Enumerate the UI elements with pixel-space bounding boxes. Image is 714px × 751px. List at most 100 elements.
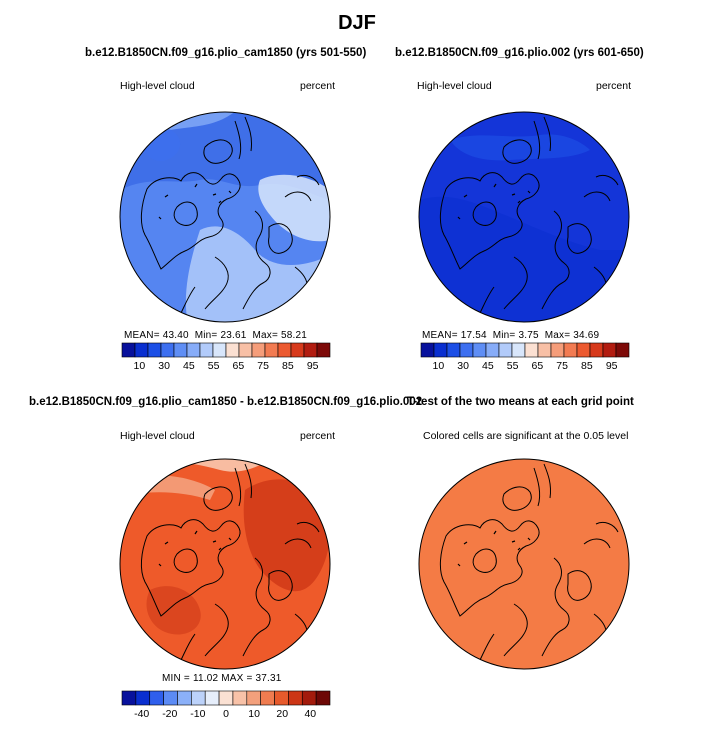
panel2-stats: MEAN= 17.54 Min= 3.75 Max= 34.69 — [422, 330, 599, 341]
colorbar-swatch — [238, 342, 253, 358]
colorbar-swatch — [288, 690, 303, 706]
max-value: 34.69 — [573, 330, 600, 341]
min-value: 3.75 — [518, 330, 539, 341]
mean-label: MEAN= — [422, 330, 458, 341]
colorbar-swatch — [315, 690, 331, 706]
colorbar-tick-label: 55 — [507, 360, 519, 372]
colorbar-swatch — [186, 342, 201, 358]
panel1-title: b.e12.B1850CN.f09_g16.plio_cam1850 (yrs … — [85, 47, 367, 59]
panel4-map — [419, 459, 629, 669]
colorbar-tick-label: 30 — [457, 360, 469, 372]
colorbar-tick-label: -20 — [162, 708, 177, 720]
colorbar-swatch — [218, 690, 234, 706]
colorbar-tick-label: -40 — [134, 708, 149, 720]
colorbar-swatch — [290, 342, 305, 358]
min-value: 11.02 — [192, 673, 219, 684]
colorbar-swatch — [602, 342, 617, 358]
colorbar-swatch — [472, 342, 487, 358]
mean-value: 43.40 — [162, 330, 189, 341]
colorbar-tick-label: 55 — [208, 360, 220, 372]
colorbar-swatch — [459, 342, 474, 358]
colorbar-tick-label: 45 — [183, 360, 195, 372]
panel3-stats: MIN = 11.02 MAX = 37.31 — [162, 673, 282, 684]
colorbar-swatch — [550, 342, 565, 358]
colorbar-swatch — [274, 690, 289, 706]
colorbar-swatch — [446, 342, 461, 358]
colorbar-swatch — [615, 342, 630, 358]
colorbar-swatch — [204, 690, 220, 706]
max-label: Max= — [252, 330, 279, 341]
panel2-cloud-region — [420, 196, 629, 322]
colorbar-swatch — [232, 690, 248, 706]
colorbar-swatch — [147, 342, 162, 358]
max-value: 37.31 — [255, 673, 282, 684]
colorbar-swatch — [511, 342, 526, 358]
colorbar-tick-label: 85 — [282, 360, 294, 372]
panel3-diff-region — [120, 459, 330, 472]
colorbar-tick-label: -10 — [190, 708, 205, 720]
colorbar-swatch — [524, 342, 539, 358]
colorbar-tick-label: 10 — [133, 360, 145, 372]
panel1-map — [120, 112, 330, 322]
colorbar-swatch — [260, 690, 275, 706]
min-label: MIN = — [162, 673, 190, 684]
max-label: Max= — [544, 330, 571, 341]
figure-title: DJF — [338, 12, 376, 34]
panel4-map-border — [418, 458, 630, 670]
panel1-variable-label: High-level cloud — [120, 80, 195, 92]
colorbar-swatch — [134, 342, 149, 358]
colorbar-swatch — [177, 690, 192, 706]
colorbar-swatch — [135, 690, 151, 706]
colorbar-tick-label: 10 — [248, 708, 260, 720]
colorbar-swatch — [160, 342, 175, 358]
colorbar-tick-label: 85 — [581, 360, 593, 372]
panel1-cloud-region — [258, 174, 330, 242]
colorbar-tick-label: 95 — [606, 360, 618, 372]
panel2-units-label: percent — [596, 80, 632, 92]
panel3-diff-region — [243, 479, 330, 592]
colorbar-swatch — [121, 690, 137, 706]
colorbar-swatch — [246, 690, 261, 706]
panel1-stats: MEAN= 43.40 Min= 23.61 Max= 58.21 — [124, 330, 307, 341]
colorbar-swatch — [420, 342, 435, 358]
colorbar-swatch — [589, 342, 604, 358]
colorbar-tick-label: 75 — [556, 360, 568, 372]
colorbar-swatch — [191, 690, 206, 706]
mean-label: MEAN= — [124, 330, 160, 341]
colorbar-swatch — [199, 342, 214, 358]
colorbar-swatch — [563, 342, 578, 358]
colorbar-tick-label: 95 — [307, 360, 319, 372]
panel4-map-fill — [419, 459, 629, 669]
colorbar-tick-label: 40 — [304, 708, 316, 720]
panel1-map-border — [119, 111, 331, 323]
min-label: Min= — [492, 330, 516, 341]
panel3-map-border — [119, 458, 331, 670]
colorbar-tick-label: 75 — [257, 360, 269, 372]
colorbar-swatch — [212, 342, 227, 358]
panel2-variable-label: High-level cloud — [417, 80, 492, 92]
max-label: MAX = — [221, 673, 253, 684]
colorbar-tick-label: 10 — [432, 360, 444, 372]
panel3-title: b.e12.B1850CN.f09_g16.plio_cam1850 - b.e… — [29, 396, 423, 408]
panel4-title: T-test of the two means at each grid poi… — [407, 396, 634, 408]
colorbar-tick-label: 65 — [233, 360, 245, 372]
colorbar-tick-label: 45 — [482, 360, 494, 372]
min-label: Min= — [194, 330, 218, 341]
colorbar-swatch — [537, 342, 552, 358]
colorbar-swatch — [498, 342, 513, 358]
colorbar-swatch — [433, 342, 448, 358]
mean-value: 17.54 — [460, 330, 487, 341]
panel2-title: b.e12.B1850CN.f09_g16.plio.002 (yrs 601-… — [395, 47, 644, 59]
panel3-variable-label: High-level cloud — [120, 430, 195, 442]
panel3-colorbar: -40 -20 -10 0 10 20 40 — [121, 690, 331, 720]
colorbar-swatch — [316, 342, 331, 358]
colorbar-tick-label: 30 — [158, 360, 170, 372]
panel2-map — [419, 112, 629, 322]
panel3-diff-region — [146, 586, 201, 635]
colorbar-swatch — [277, 342, 292, 358]
panel2-cloud-region — [450, 134, 590, 161]
colorbar-swatch — [301, 690, 317, 706]
colorbar-swatch — [149, 690, 164, 706]
panel1-colorbar: 10 30 45 55 65 75 85 95 — [121, 342, 331, 372]
